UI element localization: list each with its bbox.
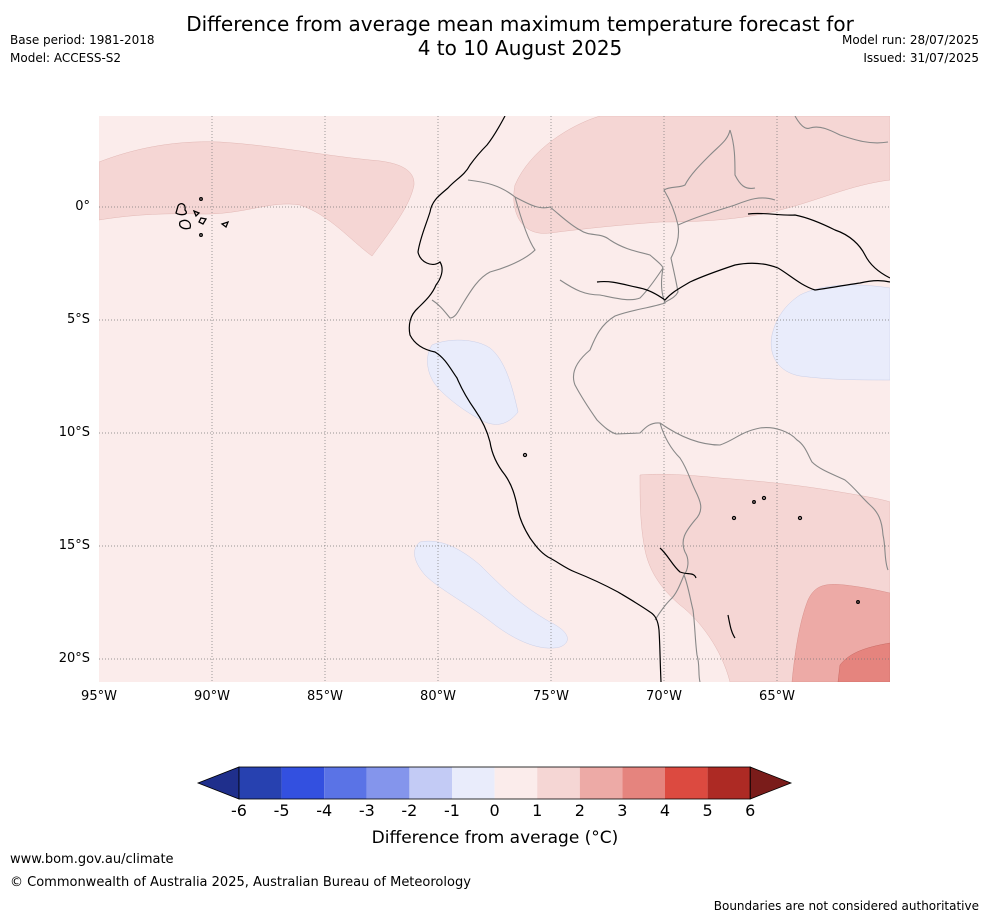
colorbar-tick-label: -3	[352, 801, 382, 820]
colorbar-extend-high	[750, 767, 791, 799]
footer-disclaimer: Boundaries are not considered authoritat…	[714, 899, 979, 913]
colorbar-cell	[452, 767, 495, 799]
colorbar-extend-low	[198, 767, 239, 799]
colorbar-cell	[367, 767, 410, 799]
colorbar-tick-label: -4	[309, 801, 339, 820]
colorbar-cell	[239, 767, 282, 799]
footer-copyright: © Commonwealth of Australia 2025, Austra…	[10, 875, 471, 890]
colorbar-tick-label: 3	[607, 801, 637, 820]
colorbar-cell	[324, 767, 367, 799]
colorbar-cell	[495, 767, 538, 799]
colorbar-cell	[708, 767, 751, 799]
colorbar-tick-label: 6	[735, 801, 765, 820]
colorbar-tick-label: -5	[267, 801, 297, 820]
colorbar-cell	[282, 767, 325, 799]
colorbar-tick-label: 5	[693, 801, 723, 820]
colorbar-cell	[622, 767, 665, 799]
colorbar-tick-label: 0	[480, 801, 510, 820]
colorbar-tick-label: -1	[437, 801, 467, 820]
colorbar-cell	[580, 767, 623, 799]
colorbar-cell	[537, 767, 580, 799]
colorbar	[0, 0, 988, 919]
colorbar-tick-label: 2	[565, 801, 595, 820]
footer-url: www.bom.gov.au/climate	[10, 852, 174, 867]
colorbar-cell	[665, 767, 708, 799]
colorbar-tick-label: -2	[394, 801, 424, 820]
colorbar-tick-label: 4	[650, 801, 680, 820]
colorbar-tick-label: -6	[224, 801, 254, 820]
colorbar-tick-label: 1	[522, 801, 552, 820]
colorbar-cell	[409, 767, 452, 799]
colorbar-title: Difference from average (°C)	[200, 828, 790, 848]
